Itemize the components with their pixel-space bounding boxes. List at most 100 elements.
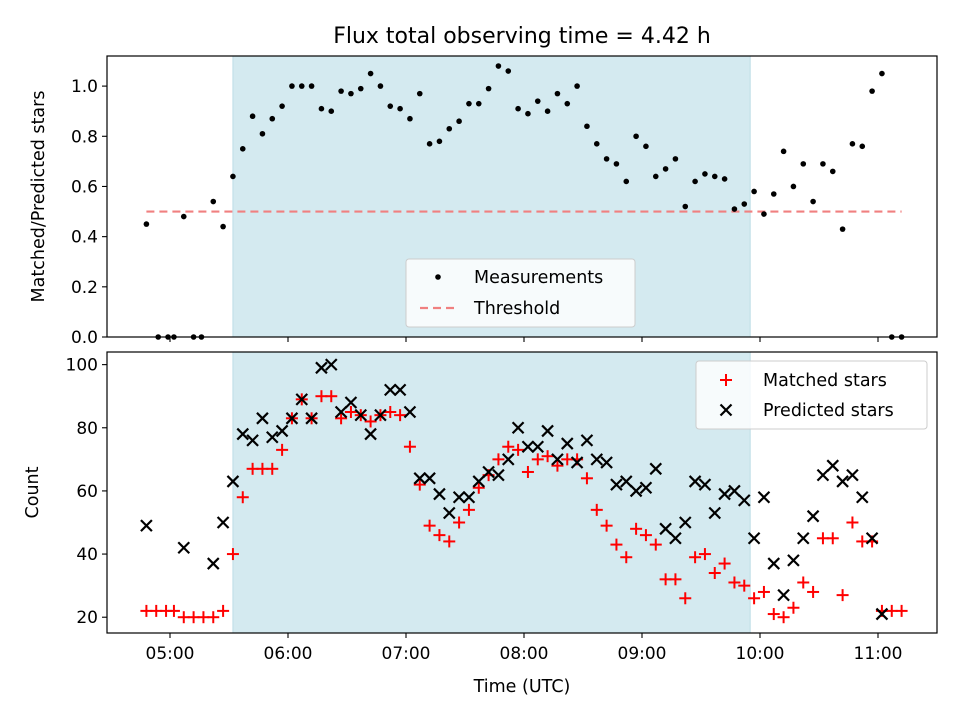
predicted-star-point	[140, 519, 153, 532]
matched-star-point	[492, 453, 505, 466]
predicted-star-point	[295, 393, 309, 406]
measurement-point	[495, 63, 502, 69]
matched-star-point	[266, 462, 279, 475]
measurement-point	[702, 171, 708, 177]
legend-matched-label: Matched stars	[763, 371, 887, 391]
matched-star-point	[217, 604, 230, 617]
matched-star-point	[413, 478, 426, 491]
measurement-point	[298, 83, 305, 89]
predicted-star-point	[364, 427, 377, 441]
predicted-stars-points	[140, 358, 889, 621]
predicted-star-point	[492, 468, 505, 482]
predicted-star-point	[590, 453, 604, 466]
legend-predicted-label: Predicted stars	[763, 401, 894, 421]
predicted-star-point	[560, 437, 574, 450]
matched-star-point	[807, 585, 820, 598]
measurement-point	[859, 143, 866, 150]
predicted-star-point	[452, 490, 466, 504]
matched-star-point	[226, 548, 239, 561]
measurement-point	[397, 105, 403, 112]
x-tick-label: 08:00	[500, 644, 549, 664]
x-tick-label: 07:00	[382, 644, 431, 664]
top-legend-box	[405, 258, 636, 328]
predicted-star-point	[541, 424, 554, 438]
measurement-point	[613, 161, 620, 167]
legend-plus-glyph	[720, 374, 732, 386]
matched-star-point	[610, 538, 623, 551]
matched-star-point	[580, 472, 593, 485]
matched-star-point	[620, 551, 633, 564]
matched-star-point	[502, 440, 515, 453]
predicted-star-point	[629, 484, 643, 498]
measurement-point	[879, 70, 885, 77]
matched-star-point	[531, 453, 544, 466]
measurement-point	[741, 201, 748, 207]
matched-star-point	[423, 519, 436, 532]
x-tick-label: 10:00	[736, 644, 785, 664]
predicted-star-point	[226, 475, 240, 488]
measurement-point	[711, 173, 718, 180]
predicted-star-point	[433, 487, 446, 501]
predicted-star-point	[669, 532, 682, 545]
predicted-star-point	[177, 541, 191, 555]
measurement-point	[436, 138, 443, 145]
top-y-tick-label: 0.2	[71, 278, 98, 298]
bottom-legend-box	[695, 360, 928, 430]
measurement-point	[623, 178, 630, 185]
measurement-point	[662, 166, 669, 172]
matched-star-point	[698, 548, 711, 561]
bottom-y-tick-label: 40	[76, 545, 98, 565]
measurement-point	[308, 83, 315, 89]
measurement-point	[338, 88, 344, 94]
matched-star-point	[207, 611, 220, 624]
measurement-point	[220, 223, 226, 230]
legend-x-glyph	[719, 403, 733, 417]
predicted-star-point	[383, 383, 397, 397]
matched-star-point	[276, 443, 289, 456]
top-y-tick-label: 0.4	[71, 228, 98, 248]
matched-star-point	[344, 405, 357, 418]
predicted-star-point	[846, 468, 859, 482]
predicted-star-point	[855, 490, 869, 504]
measurement-point	[387, 103, 394, 109]
predicted-star-point	[875, 607, 889, 621]
measurement-point	[761, 211, 767, 217]
measurement-point	[564, 100, 571, 107]
top-y-axis-label: Matched/Predicted stars	[29, 91, 49, 303]
predicted-star-point	[315, 361, 328, 375]
predicted-star-point	[688, 475, 702, 488]
matched-star-point	[512, 443, 525, 456]
matched-star-point	[738, 579, 751, 592]
predicted-star-point	[787, 554, 800, 567]
predicted-star-point	[639, 481, 653, 495]
measurement-point	[230, 173, 236, 180]
measurement-point	[790, 183, 797, 190]
matched-star-point	[236, 491, 249, 504]
measurement-point	[377, 83, 384, 89]
matched-star-point	[630, 522, 643, 535]
measurement-point	[357, 85, 364, 92]
top-y-tick-label: 0.6	[71, 177, 98, 197]
measurement-point	[643, 143, 649, 150]
measurement-point	[475, 100, 482, 107]
x-tick-label: 06:00	[264, 644, 313, 664]
measurement-point	[800, 161, 807, 167]
predicted-star-point	[659, 522, 672, 536]
predicted-star-point	[423, 472, 436, 485]
matched-star-point	[846, 516, 859, 529]
predicted-star-point	[551, 453, 564, 466]
matched-star-point	[403, 440, 416, 453]
x-axis-label: Time (UTC)	[473, 677, 571, 697]
matched-star-point	[443, 535, 456, 548]
measurement-point	[829, 168, 836, 175]
measurement-point	[348, 90, 354, 97]
measurement-point	[731, 206, 738, 212]
predicted-star-point	[531, 440, 545, 453]
legend-predicted-marker	[719, 403, 733, 417]
predicted-star-point	[236, 427, 250, 441]
top-legend: Measurements Threshold	[405, 258, 636, 328]
matched-star-point	[787, 601, 800, 614]
measurement-point	[593, 141, 600, 147]
matched-star-point	[757, 585, 770, 598]
